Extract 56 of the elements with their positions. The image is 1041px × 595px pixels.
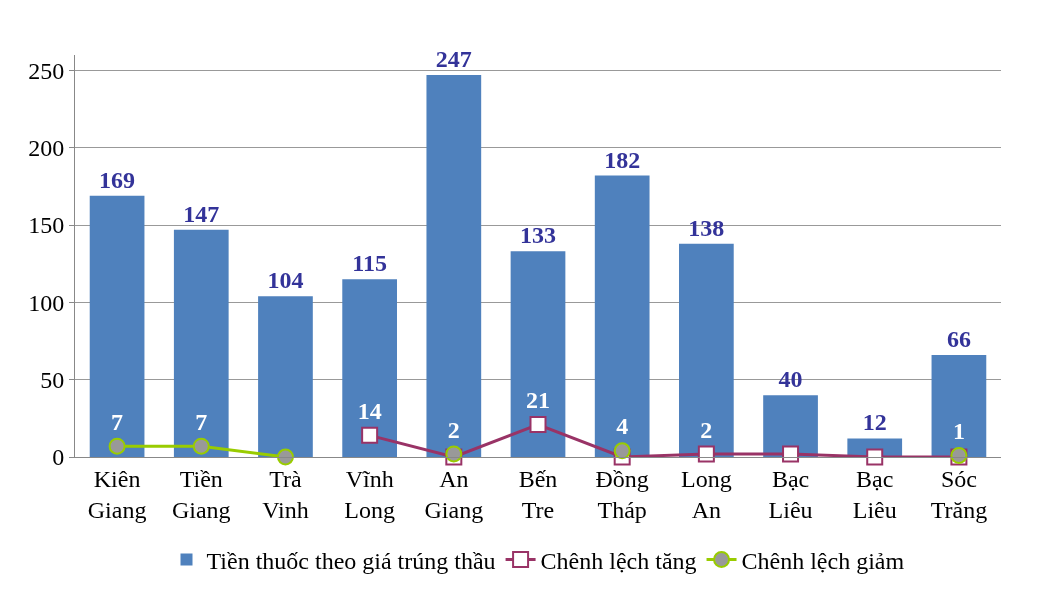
data-label: 66 bbox=[946, 325, 971, 352]
point bbox=[276, 448, 294, 466]
y-tick-label: 50 bbox=[40, 367, 65, 394]
legend-label: Tiền thuốc theo giá trúng thầu bbox=[206, 547, 496, 574]
data-label: 133 bbox=[520, 222, 556, 249]
bar bbox=[342, 279, 397, 457]
x-tick-label: Long An bbox=[681, 465, 732, 523]
bar bbox=[679, 243, 734, 457]
y-tick-label: 0 bbox=[52, 444, 65, 471]
x-tick-label: An Giang bbox=[424, 465, 484, 523]
data-label: 182 bbox=[604, 146, 641, 173]
y-tick-label: 150 bbox=[28, 212, 65, 239]
bar bbox=[510, 251, 566, 457]
data-label: 21 bbox=[526, 387, 550, 414]
legend-label: Chênh lệch giảm bbox=[741, 547, 905, 574]
bar bbox=[426, 75, 482, 457]
y-tick-label: 100 bbox=[28, 289, 65, 316]
x-tick-label: Trà Vinh bbox=[262, 465, 309, 523]
y-tick-label: 200 bbox=[28, 135, 65, 162]
point bbox=[529, 416, 547, 434]
data-label: 2 bbox=[447, 416, 460, 443]
point bbox=[866, 448, 884, 466]
bar bbox=[258, 296, 313, 457]
x-tick-label: Bạc Liêu bbox=[768, 465, 813, 523]
data-label: 115 bbox=[352, 250, 387, 277]
point bbox=[613, 442, 631, 460]
point bbox=[697, 445, 715, 463]
x-tick-label: Vĩnh Long bbox=[344, 465, 395, 523]
y-tick-label: 250 bbox=[28, 57, 65, 84]
bar bbox=[173, 229, 229, 457]
data-label: 2 bbox=[700, 416, 713, 443]
data-label: 12 bbox=[862, 409, 887, 436]
x-tick-label: Đồng Tháp bbox=[595, 465, 649, 523]
data-label: 1 bbox=[952, 418, 965, 445]
data-label: 7 bbox=[111, 408, 124, 435]
bar bbox=[594, 175, 650, 457]
point bbox=[361, 426, 379, 444]
x-tick-label: Bến Tre bbox=[518, 465, 558, 523]
bar bbox=[763, 395, 818, 457]
x-tick-label: Sóc Trăng bbox=[930, 465, 988, 523]
bar bbox=[89, 195, 145, 457]
data-label: 7 bbox=[195, 408, 208, 435]
data-label: 138 bbox=[688, 214, 725, 241]
data-label: 247 bbox=[435, 46, 472, 73]
data-label: 4 bbox=[616, 413, 629, 440]
data-label: 14 bbox=[357, 397, 382, 424]
x-tick-label: Tiền Giang bbox=[171, 465, 231, 523]
x-tick-label: Bạc Liêu bbox=[852, 465, 897, 523]
point bbox=[782, 445, 800, 463]
data-label: 147 bbox=[183, 200, 220, 227]
bar bbox=[931, 354, 987, 457]
legend-label: Chênh lệch tăng bbox=[540, 547, 697, 574]
x-tick-label: Kiên Giang bbox=[87, 465, 147, 523]
data-label: 104 bbox=[267, 267, 304, 294]
data-label: 169 bbox=[99, 166, 136, 193]
data-label: 40 bbox=[778, 366, 803, 393]
